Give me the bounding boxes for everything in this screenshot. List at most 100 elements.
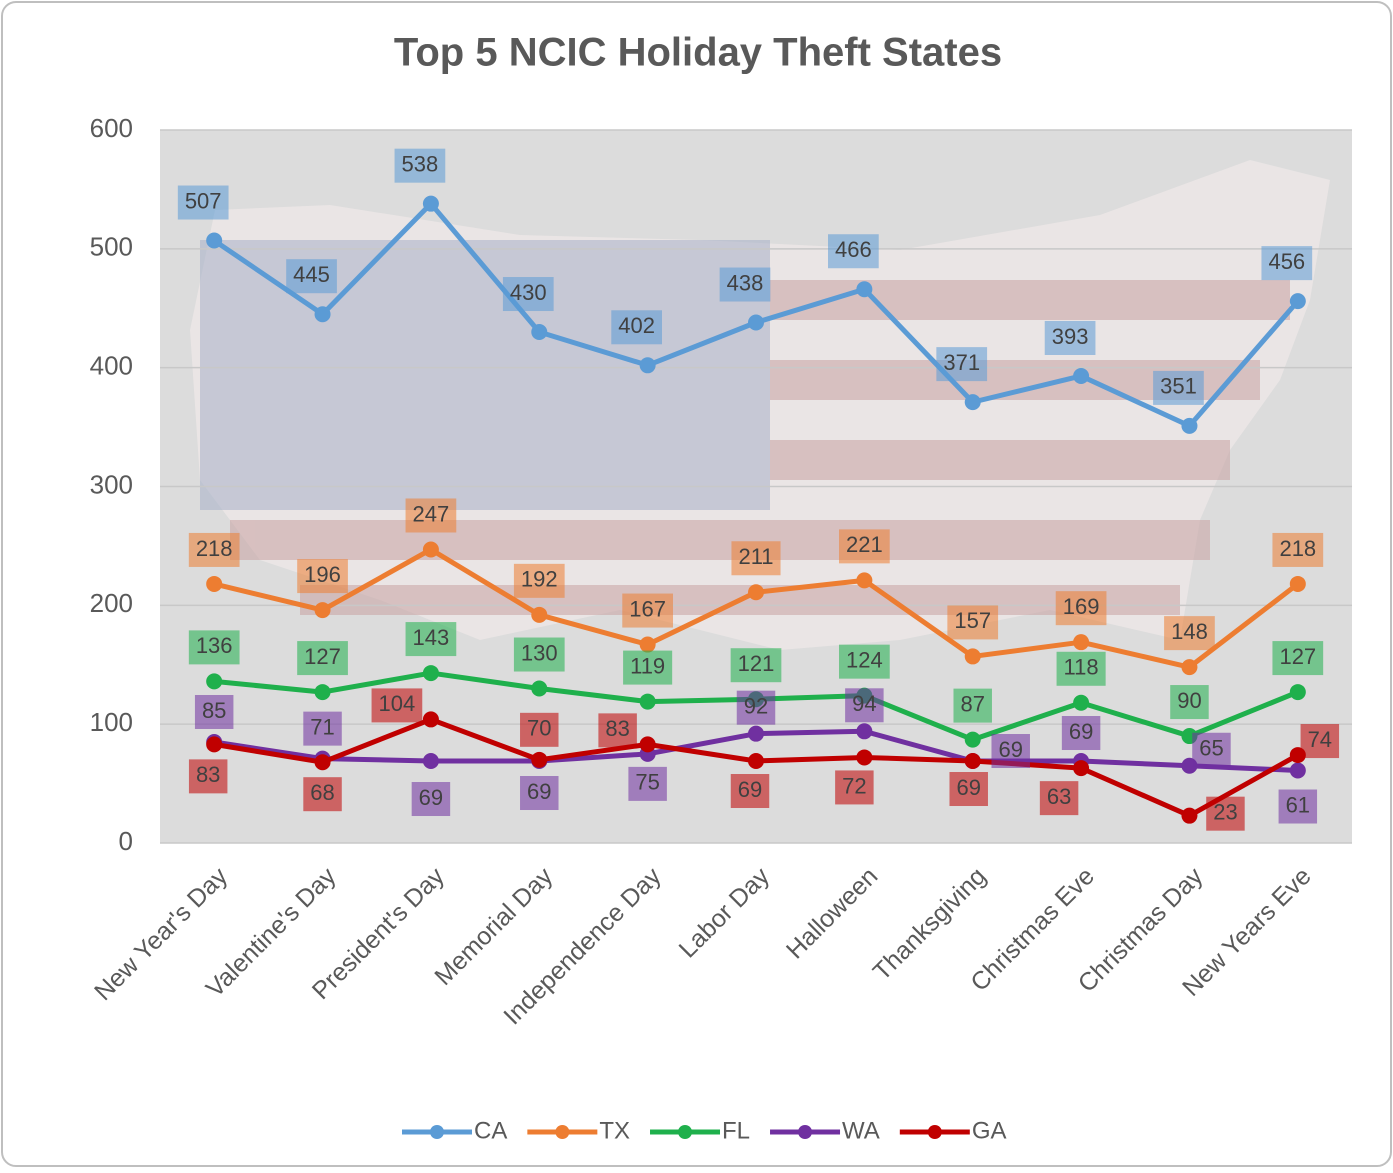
data-label-text: 538 bbox=[402, 151, 439, 176]
marker bbox=[422, 753, 439, 770]
data-label-text: 456 bbox=[1268, 249, 1305, 274]
marker bbox=[856, 281, 873, 298]
data-label-box bbox=[1153, 370, 1204, 405]
data-label-text: 72 bbox=[842, 773, 866, 798]
marker bbox=[206, 575, 223, 592]
data-label-box bbox=[177, 185, 229, 220]
legend-label: FL bbox=[722, 1117, 750, 1144]
data-label-text: 69 bbox=[527, 779, 551, 804]
data-label-text: 104 bbox=[379, 691, 416, 716]
data-label-box bbox=[303, 777, 342, 812]
data-label-box bbox=[520, 712, 559, 747]
marker bbox=[856, 749, 873, 766]
marker bbox=[964, 394, 981, 411]
marker bbox=[314, 754, 331, 771]
data-label: 118 bbox=[1056, 651, 1106, 686]
marker bbox=[856, 723, 873, 740]
data-label-box bbox=[405, 622, 457, 657]
data-label-box bbox=[1272, 641, 1324, 676]
data-label-text: 118 bbox=[1064, 655, 1099, 680]
data-label: 148 bbox=[1164, 616, 1215, 651]
marker bbox=[1289, 575, 1306, 592]
data-label-box bbox=[628, 766, 667, 801]
y-tick-label: 0 bbox=[119, 826, 133, 856]
data-label-text: 74 bbox=[1308, 727, 1332, 752]
data-label-box bbox=[1272, 532, 1324, 567]
data-label-box bbox=[1278, 789, 1318, 824]
data-label: 538 bbox=[394, 148, 446, 183]
data-label-text: 148 bbox=[1171, 619, 1208, 644]
data-label-box bbox=[835, 770, 874, 805]
data-label: 371 bbox=[936, 347, 988, 382]
data-label: 130 bbox=[513, 637, 565, 672]
data-label-box bbox=[502, 277, 554, 312]
data-label-box bbox=[936, 347, 988, 382]
data-label-box bbox=[188, 532, 240, 567]
legend-marker bbox=[927, 1125, 942, 1139]
data-label: 393 bbox=[1044, 320, 1096, 355]
y-tick-label: 100 bbox=[90, 707, 133, 737]
data-label: 74 bbox=[1300, 724, 1340, 759]
data-label-text: 63 bbox=[1047, 784, 1071, 809]
data-label-box bbox=[736, 690, 776, 725]
data-label-box bbox=[991, 734, 1030, 769]
data-label-box bbox=[1039, 781, 1079, 816]
flag-stripes bbox=[230, 280, 1290, 615]
data-label-box bbox=[1164, 616, 1215, 651]
marker bbox=[531, 680, 548, 697]
marker bbox=[748, 584, 764, 601]
data-label-text: 69 bbox=[1069, 719, 1093, 744]
data-label: 69 bbox=[411, 782, 451, 817]
data-label-box bbox=[1261, 246, 1313, 281]
data-label-text: 75 bbox=[635, 770, 659, 795]
data-label-text: 136 bbox=[196, 633, 233, 658]
data-label-text: 507 bbox=[185, 188, 222, 213]
data-label: 351 bbox=[1153, 370, 1204, 405]
marker bbox=[1073, 694, 1090, 711]
marker bbox=[1181, 659, 1198, 676]
data-label-box bbox=[598, 713, 637, 748]
data-label-text: 445 bbox=[293, 262, 330, 287]
marker bbox=[314, 684, 331, 701]
data-label-text: 438 bbox=[727, 270, 764, 295]
data-label-text: 466 bbox=[835, 237, 872, 262]
marker bbox=[639, 357, 656, 374]
data-label: 68 bbox=[303, 777, 342, 812]
marker bbox=[964, 753, 981, 770]
data-label: 456 bbox=[1261, 246, 1313, 281]
data-label: 127 bbox=[1272, 641, 1324, 676]
data-label-box bbox=[405, 498, 457, 533]
legend-label: WA bbox=[842, 1117, 880, 1144]
data-label-box bbox=[839, 644, 890, 679]
data-label-text: 169 bbox=[1063, 594, 1100, 619]
data-label: 167 bbox=[622, 593, 673, 628]
marker bbox=[206, 232, 223, 249]
data-label: 143 bbox=[405, 622, 457, 657]
marker bbox=[1289, 684, 1306, 701]
data-label-text: 130 bbox=[521, 640, 558, 665]
marker bbox=[856, 572, 873, 589]
data-label-text: 94 bbox=[852, 691, 876, 716]
data-label-text: 85 bbox=[202, 698, 226, 723]
data-label-box bbox=[520, 776, 559, 811]
marker bbox=[1073, 760, 1090, 777]
data-label-text: 83 bbox=[196, 762, 220, 787]
data-label: 157 bbox=[947, 605, 999, 640]
data-label: 127 bbox=[297, 641, 348, 676]
data-label-text: 143 bbox=[413, 625, 450, 650]
marker bbox=[639, 636, 656, 653]
data-label: 121 bbox=[730, 648, 782, 683]
data-label: 466 bbox=[828, 234, 879, 269]
marker bbox=[748, 753, 764, 770]
data-label: 83 bbox=[598, 713, 637, 748]
marker bbox=[964, 731, 981, 748]
data-label-text: 92 bbox=[744, 693, 768, 718]
data-label-text: 157 bbox=[954, 608, 991, 633]
data-label-text: 87 bbox=[960, 691, 984, 716]
data-label-box bbox=[286, 259, 337, 294]
data-label-box bbox=[1056, 651, 1106, 686]
data-label-box bbox=[731, 541, 781, 576]
data-label-text: 167 bbox=[629, 596, 666, 621]
data-label: 124 bbox=[839, 644, 890, 679]
